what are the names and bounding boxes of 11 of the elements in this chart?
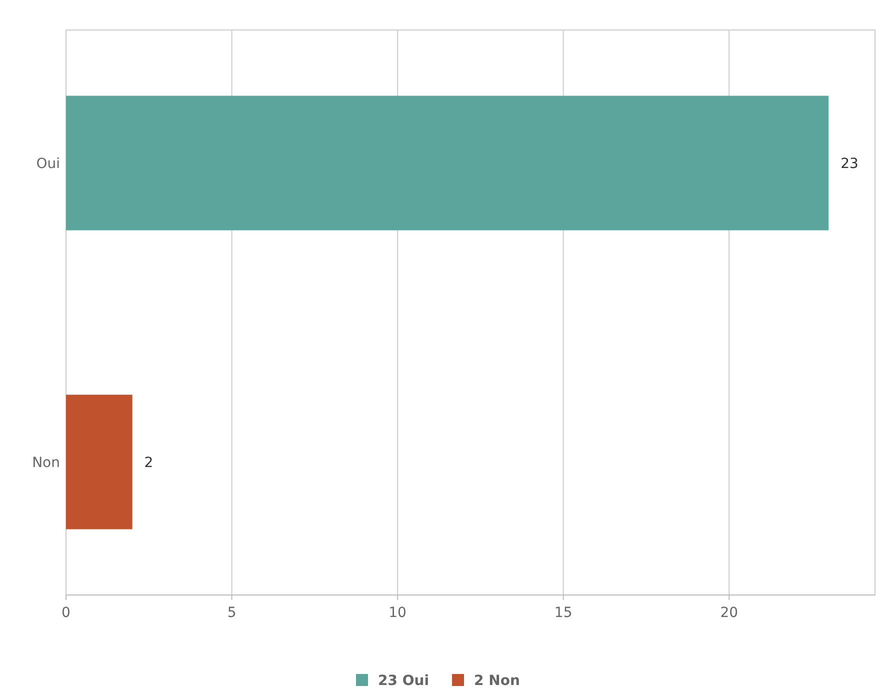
x-tick-label: 20: [720, 605, 738, 621]
legend-label: 23 Oui: [378, 673, 430, 689]
x-tick-label: 0: [62, 605, 70, 621]
x-tick-label: 10: [388, 605, 406, 621]
x-tick-label: 15: [554, 605, 572, 621]
legend-label: 2 Non: [474, 673, 520, 689]
x-tick-label: 5: [227, 605, 236, 621]
y-tick-label: Non: [32, 454, 60, 471]
data-label: 23: [840, 156, 858, 172]
data-label: 2: [144, 454, 154, 471]
y-tick-label: Oui: [36, 156, 60, 172]
